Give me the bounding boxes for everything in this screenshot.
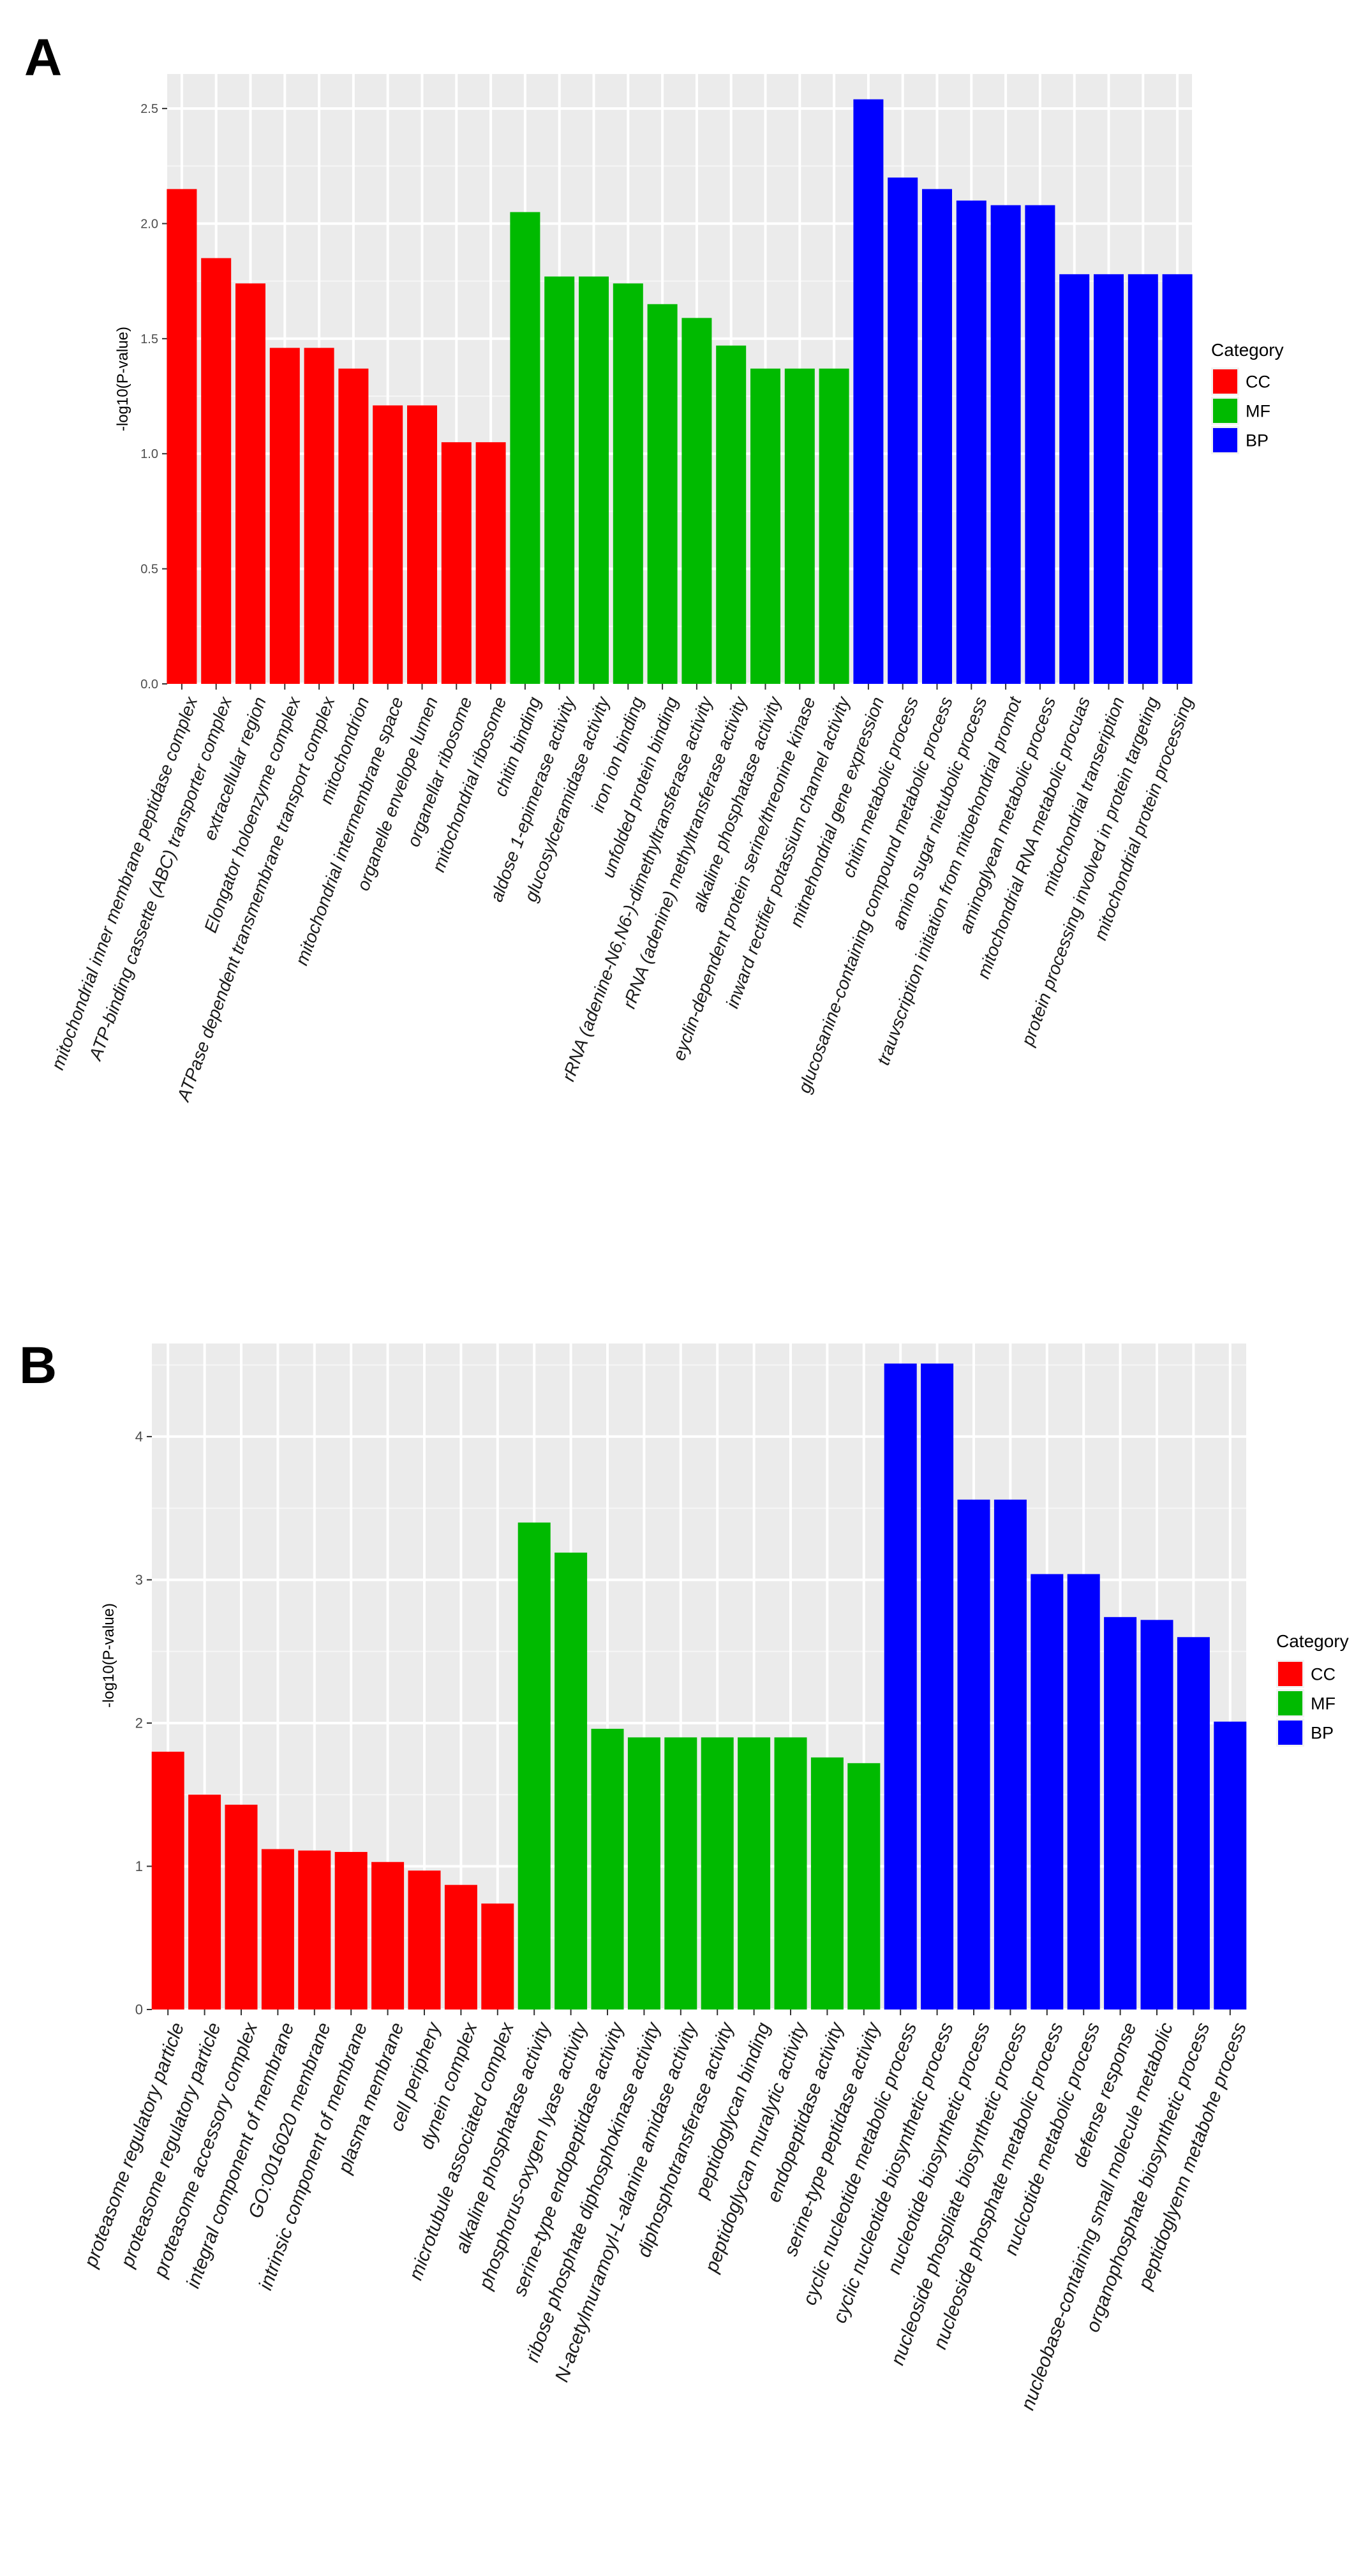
- bar-bp: [1104, 1617, 1137, 2010]
- legend-label-bp: BP: [1246, 431, 1269, 450]
- bar-cc: [201, 258, 232, 684]
- bar-mf: [810, 1757, 844, 2010]
- bar-cc: [235, 283, 265, 684]
- legend-swatch-mf: [1278, 1691, 1302, 1715]
- bar-cc: [261, 1849, 294, 2010]
- bar-cc: [444, 1884, 477, 2010]
- bar-cc: [188, 1795, 221, 2010]
- bar-mf: [517, 1522, 551, 2010]
- bar-mf: [579, 276, 609, 685]
- y-tick-label: 2: [135, 1715, 143, 1731]
- bar-bp: [994, 1499, 1027, 2010]
- y-tick-label: 2.5: [140, 102, 158, 116]
- bar-mf: [591, 1728, 624, 2010]
- bar-cc: [338, 368, 369, 684]
- legend-label-cc: CC: [1246, 372, 1270, 391]
- plot-background: [152, 1344, 1246, 2010]
- bar-bp: [1031, 1574, 1064, 2010]
- panel-label: A: [24, 29, 62, 87]
- bar-mf: [664, 1737, 697, 2010]
- bar-cc: [151, 1751, 184, 2010]
- legend-label-cc: CC: [1311, 1664, 1336, 1684]
- legend-label-mf: MF: [1311, 1694, 1336, 1713]
- y-tick-label: 0.5: [140, 563, 158, 577]
- bar-bp: [1067, 1574, 1100, 2010]
- bar-cc: [441, 442, 472, 684]
- bar-bp: [1025, 205, 1055, 684]
- legend-swatch-cc: [1278, 1662, 1302, 1686]
- bar-cc: [298, 1850, 331, 2010]
- panel-label: B: [19, 1336, 57, 1395]
- bar-bp: [1162, 274, 1193, 685]
- bar-mf: [750, 368, 780, 684]
- bar-cc: [373, 405, 403, 684]
- legend-swatch-bp: [1213, 428, 1237, 452]
- bar-bp: [921, 1363, 954, 2010]
- chart-panel-A: A 0.0 0.5 1.0 1.5 2.0 2.5 mitochondrial inner m…: [24, 29, 1284, 1105]
- bar-mf: [701, 1737, 734, 2010]
- plot-background: [167, 74, 1192, 684]
- bar-mf: [627, 1737, 660, 2010]
- legend-swatch-bp: [1278, 1721, 1302, 1745]
- bar-cc: [304, 348, 334, 684]
- bar-cc: [269, 348, 300, 684]
- bar-mf: [716, 345, 747, 684]
- y-tick-label: 0.0: [140, 677, 158, 692]
- bar-bp: [957, 1499, 990, 2010]
- bar-bp: [1214, 1721, 1247, 2010]
- bar-mf: [784, 368, 815, 684]
- bar-cc: [167, 189, 197, 685]
- bar-mf: [647, 304, 678, 684]
- bar-mf: [738, 1737, 771, 2010]
- legend-swatch-mf: [1213, 399, 1237, 423]
- bar-bp: [884, 1363, 917, 2010]
- bar-bp: [1059, 274, 1090, 685]
- bar-mf: [555, 1552, 588, 2010]
- legend: Category CC MF BP: [1211, 340, 1284, 454]
- legend-label-bp: BP: [1311, 1723, 1334, 1742]
- bar-mf: [544, 276, 575, 685]
- bar-mf: [681, 318, 712, 684]
- y-tick-label: 4: [135, 1429, 143, 1445]
- bar-cc: [481, 1903, 514, 2010]
- y-tick-label: 1: [135, 1858, 143, 1874]
- bar-mf: [847, 1763, 881, 2010]
- bar-mf: [613, 283, 643, 684]
- bar-cc: [475, 442, 506, 684]
- bar-cc: [408, 1870, 441, 2010]
- legend-swatch-cc: [1213, 369, 1237, 394]
- bar-cc: [334, 1852, 368, 2010]
- bar-mf: [774, 1737, 807, 2010]
- y-axis-title: -log10(P-value): [100, 1603, 117, 1708]
- legend: Category CC MF BP: [1276, 1631, 1349, 1747]
- bar-bp: [1177, 1637, 1210, 2010]
- y-tick-label: 1.0: [140, 447, 158, 461]
- y-tick-label: 2.0: [140, 217, 158, 231]
- bar-bp: [1094, 274, 1124, 685]
- bar-cc: [225, 1804, 258, 2010]
- bar-bp: [1128, 274, 1158, 685]
- bar-cc: [371, 1862, 405, 2010]
- bar-bp: [853, 99, 884, 685]
- legend-title: Category: [1276, 1631, 1349, 1651]
- bar-bp: [1140, 1620, 1173, 2010]
- bar-bp: [990, 205, 1021, 684]
- bar-bp: [956, 200, 987, 684]
- y-tick-label: 1.5: [140, 332, 158, 346]
- bar-bp: [922, 189, 952, 685]
- legend-label-mf: MF: [1246, 401, 1270, 420]
- bar-mf: [819, 368, 849, 684]
- bar-mf: [510, 212, 540, 684]
- y-tick-label: 0: [135, 2002, 143, 2018]
- y-tick-label: 3: [135, 1572, 143, 1588]
- legend-title: Category: [1211, 340, 1284, 360]
- bar-bp: [888, 177, 918, 685]
- bar-cc: [407, 405, 437, 684]
- x-tick-label: mitochondrial inner membrane peptidase c…: [47, 693, 201, 1072]
- y-axis-title: -log10(P-value): [114, 327, 131, 431]
